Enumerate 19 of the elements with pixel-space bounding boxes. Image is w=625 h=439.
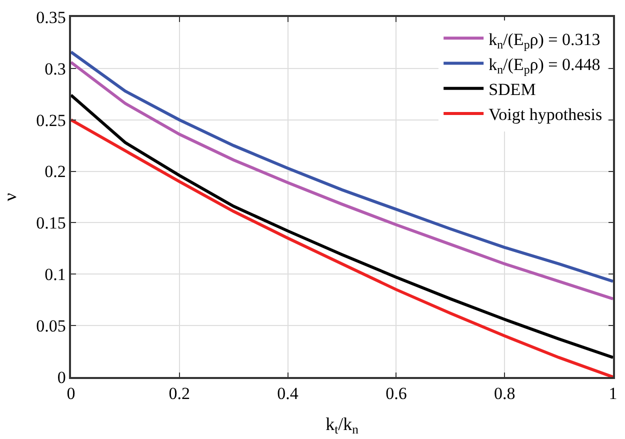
y-tick-label: 0.35 — [36, 8, 66, 27]
y-tick-label: 0 — [57, 368, 66, 387]
x-tick-label: 1 — [608, 384, 618, 404]
y-tick-label: 0.05 — [36, 316, 66, 336]
legend-label: k$_{n}$/(E$_{p}$ρ) = 0.448 — [488, 54, 600, 76]
x-tick-label: 0.4 — [277, 384, 299, 404]
y-axis-title: ν — [0, 192, 20, 202]
y-tick-label: 0.1 — [44, 265, 66, 284]
y-tick-label: 0.25 — [36, 110, 66, 130]
x-tick-label: 0.2 — [168, 384, 190, 404]
y-tick-label: 0.2 — [44, 162, 66, 182]
y-tick-label: 0.15 — [36, 214, 66, 233]
legend-label: Voigt hypothesis — [488, 105, 602, 124]
y-tick-label: 0.3 — [44, 59, 66, 78]
x-axis-title: k$_{t}$/k$_{n}$ — [326, 414, 360, 437]
legend-label: SDEM — [488, 80, 536, 99]
x-tick-label: 0.6 — [386, 384, 407, 404]
x-tick-label: 0.8 — [494, 384, 516, 404]
legend-label: k$_{n}$/(E$_{p}$ρ) = 0.313 — [488, 30, 600, 52]
